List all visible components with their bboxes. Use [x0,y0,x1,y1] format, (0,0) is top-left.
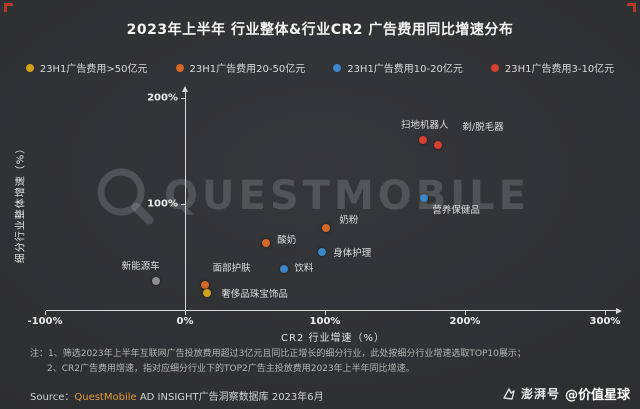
corner-accent-top-right [627,3,636,12]
data-point [420,193,429,202]
x-axis-tick [465,311,466,315]
y-axis-arrow-icon [182,86,188,92]
corner-accent-top-left [4,3,13,12]
x-axis-tick-label: -100% [27,316,63,327]
data-point [419,136,427,145]
x-axis-tick [605,311,606,315]
source-brand: QuestMobile [74,392,137,403]
legend-label: 23H1广告费用3-10亿元 [504,64,615,75]
legend-dot-icon [490,63,499,72]
y-axis-tick [181,98,185,99]
data-point-label: 营养保健品 [432,204,480,216]
x-axis-tick-label: 0% [176,316,194,327]
data-point-label: 扫地机器人 [401,120,449,132]
x-axis-tick-label: 200% [449,316,481,327]
y-axis-label: 细分行业整体增速（%） [15,142,27,264]
source-prefix: Source： [30,392,75,403]
data-point-label: 奶粉 [339,215,359,227]
x-axis-tick [45,311,46,315]
watermark: QUESTMOBILE [94,165,530,227]
legend-item: 23H1广告费用>50亿元 [25,60,148,75]
legend-label: 23H1广告费用10-20亿元 [347,64,463,75]
data-point-label: 新能源车 [121,261,160,273]
publisher-credit: 澎湃号 @价值星球 [502,384,630,403]
legend: 23H1广告费用>50亿元 23H1广告费用20-50亿元 23H1广告费用10-2… [0,60,640,75]
legend-dot-icon [333,63,342,72]
legend-item: 23H1广告费用10-20亿元 [333,60,463,75]
magnifier-icon [97,168,154,225]
x-axis-tick-label: 100% [309,316,341,327]
legend-item: 23H1广告费用20-50亿元 [175,60,306,75]
y-axis-tick [181,204,185,205]
data-point-label: 酸奶 [277,235,297,247]
data-point [322,224,331,233]
x-axis-line [46,310,616,311]
legend-label: 23H1广告费用>50亿元 [39,64,148,75]
data-point-label: 面部护肤 [212,262,251,274]
data-point [151,277,160,286]
footnote-line-1: 注：1、筛选2023年上半年互联网广告投放费用超过3亿元且同比正增长的细分行业，… [30,349,526,359]
publisher-platform: 澎湃号 [520,387,560,401]
x-axis-tick-label: 300% [589,316,621,327]
data-point [262,239,271,248]
legend-dot-icon [25,63,34,72]
data-point [434,140,443,149]
legend-dot-icon [175,63,184,72]
y-axis-line [185,92,186,311]
data-point-label: 饮料 [294,262,314,274]
data-point [280,264,289,273]
data-point [200,280,209,289]
pengpai-logo-icon [503,387,515,400]
footnotes: 注：1、筛选2023年上半年互联网广告投放费用超过3亿元且同比正增长的细分行业，… [30,347,616,376]
source-line: Source：QuestMobile AD INSIGHT广告洞察数据库 202… [30,388,324,403]
footnote-line-2: 2、CR2广告费用增速，指对应细分行业下的TOP2广告主投放费用2023年上半年… [47,363,415,374]
data-point [318,247,327,256]
y-axis-tick-label: 100% [147,198,178,210]
x-axis-label: CR2 行业增速（%） [281,333,385,344]
chart-title: 2023年上半年 行业整体&行业CR2 广告费用同比增速分布 [126,22,514,38]
data-point-label: 剃/脱毛器 [462,121,504,133]
legend-label: 23H1广告费用20-50亿元 [189,64,306,75]
legend-item: 23H1广告费用3-10亿元 [490,60,615,75]
data-point-label: 身体护理 [333,247,372,259]
y-axis-tick-label: 200% [147,92,178,104]
publisher-account: @价值星球 [564,388,630,403]
data-point-label: 奢侈品珠宝饰品 [221,289,288,301]
x-axis-tick [185,311,186,315]
source-suffix: AD INSIGHT广告洞察数据库 2023年6月 [136,392,324,403]
data-point [203,289,212,298]
x-axis-tick [325,311,326,315]
x-axis-arrow-icon [616,307,622,314]
